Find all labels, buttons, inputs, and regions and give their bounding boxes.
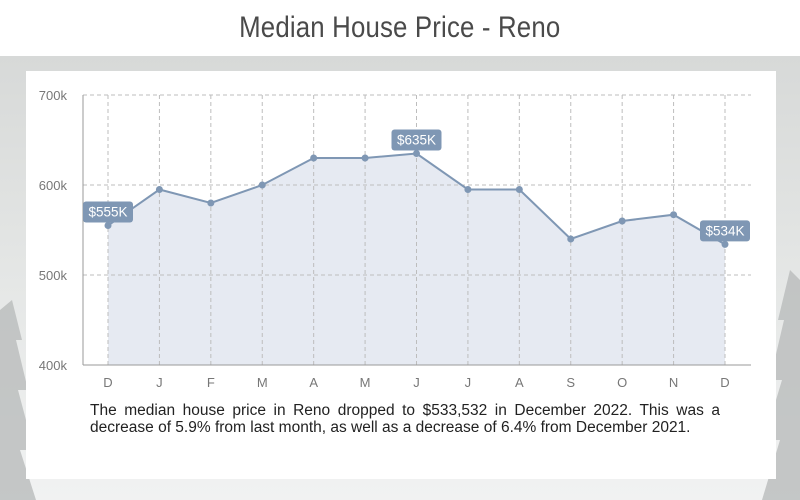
data-point <box>515 186 523 193</box>
data-point <box>361 154 369 162</box>
data-point <box>258 181 266 189</box>
x-tick-label: O <box>617 375 627 390</box>
data-label-box <box>83 201 133 223</box>
chart-title: Median House Price - Reno <box>239 11 561 44</box>
x-tick-label: F <box>207 375 215 390</box>
data-label-box <box>391 129 442 151</box>
data-label: $555K <box>88 205 127 220</box>
data-label: $635K <box>397 133 436 148</box>
y-tick-label: 600k <box>39 178 68 193</box>
data-point <box>155 186 163 193</box>
x-tick-label: M <box>360 375 371 390</box>
data-point <box>104 222 112 229</box>
x-tick-label: D <box>103 375 112 390</box>
data-point <box>310 154 318 162</box>
line-area-chart: 400k 500k 600k 700k D J F M A M J J A S O N D $555K $635K $… <box>39 88 751 390</box>
data-point <box>567 235 575 243</box>
data-point <box>670 211 678 219</box>
y-tick-label: 500k <box>39 268 68 283</box>
x-tick-label: A <box>515 375 524 390</box>
x-tick-label: J <box>465 375 472 390</box>
x-tick-label: J <box>156 375 163 390</box>
x-tick-label: N <box>669 375 678 390</box>
y-tick-label: 400k <box>39 358 68 373</box>
y-tick-label: 700k <box>39 88 68 103</box>
title-bar: Median House Price - Reno <box>0 0 800 56</box>
right-tree-silhouette <box>762 270 800 500</box>
data-point <box>413 150 420 157</box>
summary-text: The median house price in Reno dropped t… <box>90 402 720 436</box>
data-label-box <box>700 220 750 242</box>
data-point <box>721 240 729 248</box>
data-point <box>464 186 472 193</box>
x-tick-label: D <box>720 375 729 390</box>
data-point <box>207 199 215 207</box>
data-point <box>618 217 626 225</box>
data-label: $534K <box>705 223 744 238</box>
x-tick-label: M <box>257 375 268 390</box>
x-tick-label: S <box>566 375 575 390</box>
chart-card: 400k 500k 600k 700k D J F M A M J J A S O N D $555K $635K $… <box>26 71 776 479</box>
x-tick-label: A <box>309 375 318 390</box>
x-tick-label: J <box>413 375 420 390</box>
